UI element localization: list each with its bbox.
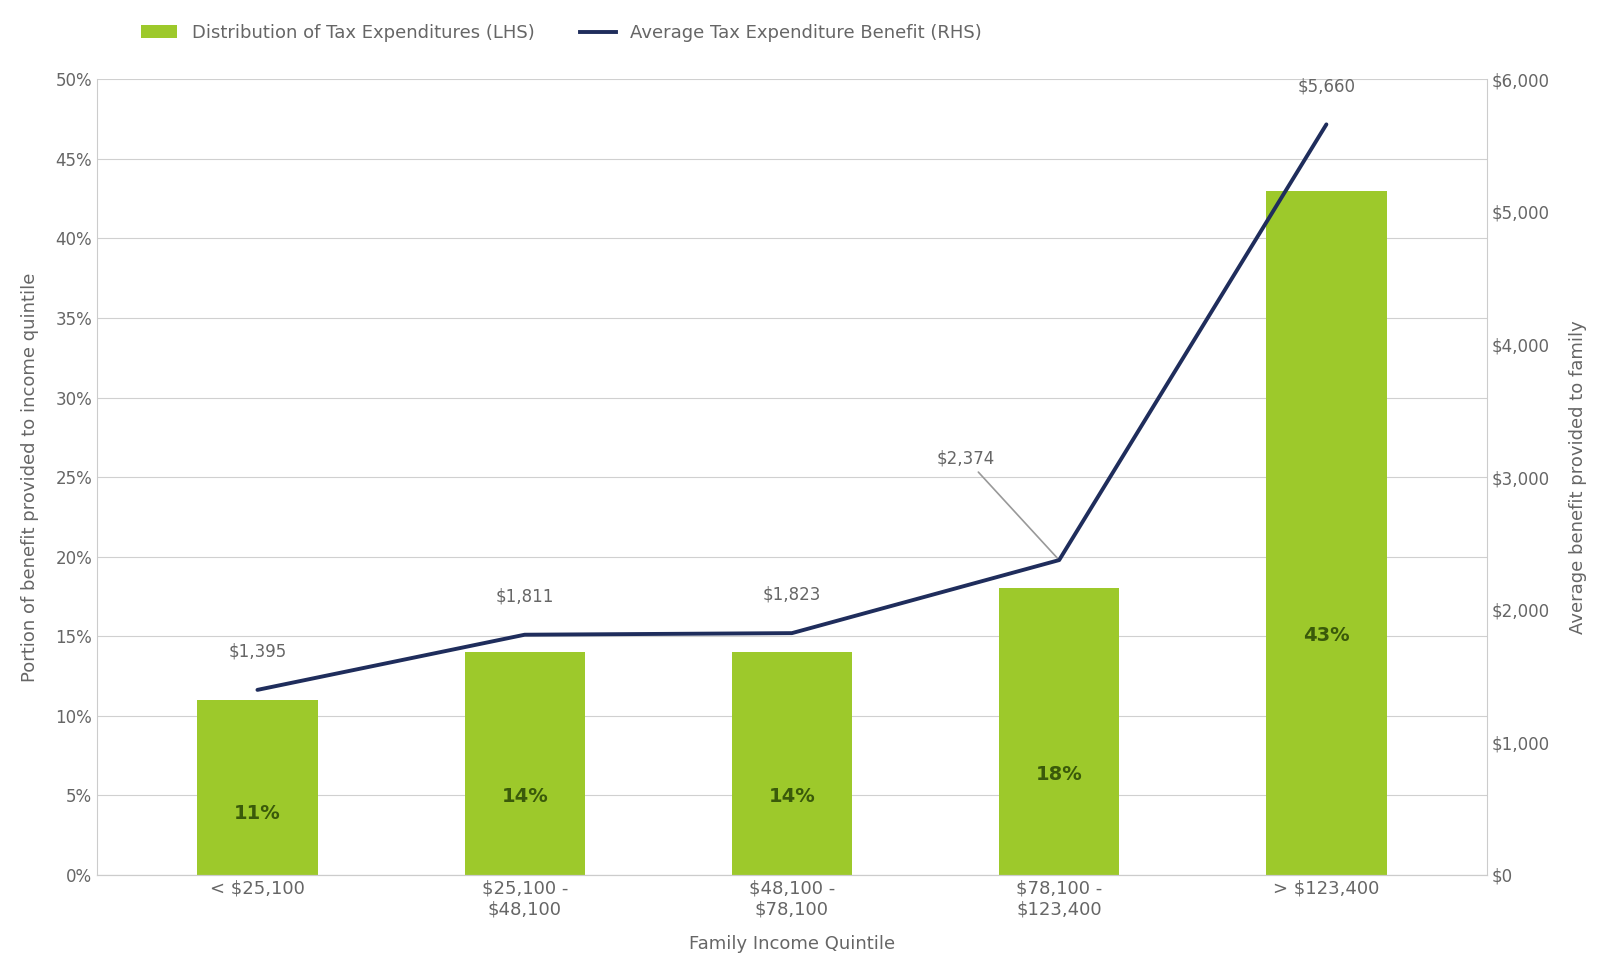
Bar bbox=[464, 652, 585, 875]
Average Tax Expenditure Benefit (RHS) bbox=[514, 629, 534, 641]
Text: 43%: 43% bbox=[1302, 626, 1348, 645]
Average Tax Expenditure Benefit (RHS) bbox=[247, 684, 267, 695]
Text: 14%: 14% bbox=[501, 787, 548, 806]
Y-axis label: Average benefit provided to family: Average benefit provided to family bbox=[1568, 320, 1586, 634]
Average Tax Expenditure Benefit (RHS) bbox=[1049, 554, 1069, 566]
Legend: Distribution of Tax Expenditures (LHS), Average Tax Expenditure Benefit (RHS): Distribution of Tax Expenditures (LHS), … bbox=[133, 17, 988, 49]
Bar bbox=[998, 588, 1118, 875]
X-axis label: Family Income Quintile: Family Income Quintile bbox=[688, 935, 895, 954]
Average Tax Expenditure Benefit (RHS) bbox=[781, 627, 800, 639]
Text: $1,823: $1,823 bbox=[762, 586, 821, 604]
Y-axis label: Portion of benefit provided to income quintile: Portion of benefit provided to income qu… bbox=[21, 273, 39, 682]
Text: $1,811: $1,811 bbox=[495, 587, 553, 606]
Text: $2,374: $2,374 bbox=[935, 449, 1057, 558]
Text: $1,395: $1,395 bbox=[228, 643, 286, 660]
Text: $5,660: $5,660 bbox=[1297, 77, 1355, 95]
Text: 11%: 11% bbox=[235, 805, 281, 823]
Bar bbox=[1265, 191, 1385, 875]
Text: 18%: 18% bbox=[1035, 766, 1082, 784]
Average Tax Expenditure Benefit (RHS) bbox=[1316, 119, 1335, 131]
Line: Average Tax Expenditure Benefit (RHS): Average Tax Expenditure Benefit (RHS) bbox=[257, 125, 1326, 690]
Bar bbox=[198, 700, 318, 875]
Text: 14%: 14% bbox=[768, 787, 815, 806]
Bar bbox=[731, 652, 852, 875]
